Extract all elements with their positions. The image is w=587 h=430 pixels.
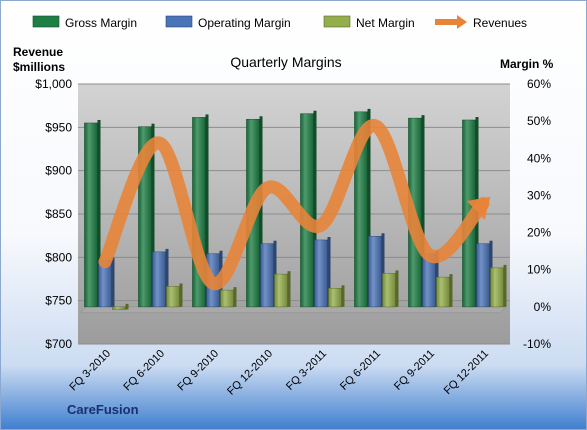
bar-shine <box>98 260 112 307</box>
bar-side <box>313 110 317 307</box>
legend-item: Revenues <box>435 15 527 30</box>
right-tick-label: 40% <box>527 151 551 165</box>
legend-label: Net Margin <box>356 16 415 30</box>
bar-shine <box>490 267 504 307</box>
right-tick-label: 60% <box>527 77 551 91</box>
bar-shine <box>220 290 234 307</box>
bar-side <box>381 233 385 307</box>
bar-shine <box>368 236 382 307</box>
legend-label: Operating Margin <box>198 16 291 30</box>
bar-side <box>205 114 209 307</box>
left-tick-label: $950 <box>45 120 72 134</box>
bar-shine <box>382 273 396 307</box>
company-label: CareFusion <box>67 402 139 417</box>
bar-side <box>151 123 155 307</box>
legend-item: Gross Margin <box>32 15 137 30</box>
left-axis-title-line1: Revenue <box>13 45 63 59</box>
legend-item: Net Margin <box>323 15 415 30</box>
bar-shine <box>436 277 450 307</box>
left-tick-label: $750 <box>45 294 72 308</box>
right-tick-label: -10% <box>523 337 551 351</box>
left-tick-label: $800 <box>45 250 72 264</box>
right-axis-ticks: -10% 0% 10% 20% 30% 40% 50% 60% <box>523 77 551 351</box>
right-axis-title: Margin % <box>500 57 554 71</box>
left-tick-label: $1,000 <box>35 77 72 91</box>
left-tick-label: $850 <box>45 207 72 221</box>
bar-side <box>233 287 237 307</box>
bar-shine <box>112 306 126 310</box>
bar-shine <box>84 123 98 307</box>
bar-side <box>449 274 453 307</box>
left-tick-label: $700 <box>45 337 72 351</box>
bar-shine <box>328 288 342 307</box>
bar-side <box>273 240 277 307</box>
bar-shine <box>274 274 288 307</box>
chart-floor <box>79 306 507 314</box>
revenue-line <box>98 119 490 290</box>
legend-label: Gross Margin <box>65 16 137 30</box>
bar-side <box>287 271 291 307</box>
bar-shine <box>152 251 166 307</box>
bar-side <box>259 116 263 307</box>
bar-shine <box>422 253 436 307</box>
left-tick-label: $900 <box>45 164 72 178</box>
chart-title: Quarterly Margins <box>230 54 341 70</box>
right-tick-label: 30% <box>527 188 551 202</box>
bar-shine <box>260 243 274 307</box>
baseline-floor <box>79 306 507 314</box>
right-tick-label: 0% <box>534 300 552 314</box>
right-tick-label: 50% <box>527 114 551 128</box>
bar-side <box>179 283 183 307</box>
legend: Gross Margin Operating Margin Net Margin Re… <box>32 15 527 30</box>
revenue-arrowhead <box>466 196 491 220</box>
legend-arrow <box>457 15 467 29</box>
legend-swatch <box>323 15 351 28</box>
bar-side <box>125 303 129 310</box>
left-axis-ticks: $700 $750 $800 $850 $900 $950 $1,000 <box>35 77 72 351</box>
legend-swatch <box>32 15 60 28</box>
bar-side <box>503 264 507 307</box>
bar-side <box>111 257 115 307</box>
bar-side <box>327 237 331 307</box>
right-tick-label: 10% <box>527 263 551 277</box>
left-axis-title-line2: $millions <box>13 60 65 74</box>
bar-side <box>421 115 425 307</box>
legend-item: Operating Margin <box>165 15 291 30</box>
bar-shine <box>476 243 490 307</box>
legend-label: Revenues <box>473 16 527 30</box>
right-tick-label: 20% <box>527 226 551 240</box>
bar-shine <box>166 286 180 307</box>
legend-swatch <box>165 15 193 28</box>
bar-side <box>367 108 371 307</box>
bar-shine <box>300 113 314 307</box>
bar-shine <box>314 240 328 307</box>
revenue-line-group <box>98 119 491 290</box>
bar-side <box>395 270 399 307</box>
bar-side <box>165 248 169 307</box>
bar-side <box>97 120 101 307</box>
bar-side <box>341 285 345 307</box>
